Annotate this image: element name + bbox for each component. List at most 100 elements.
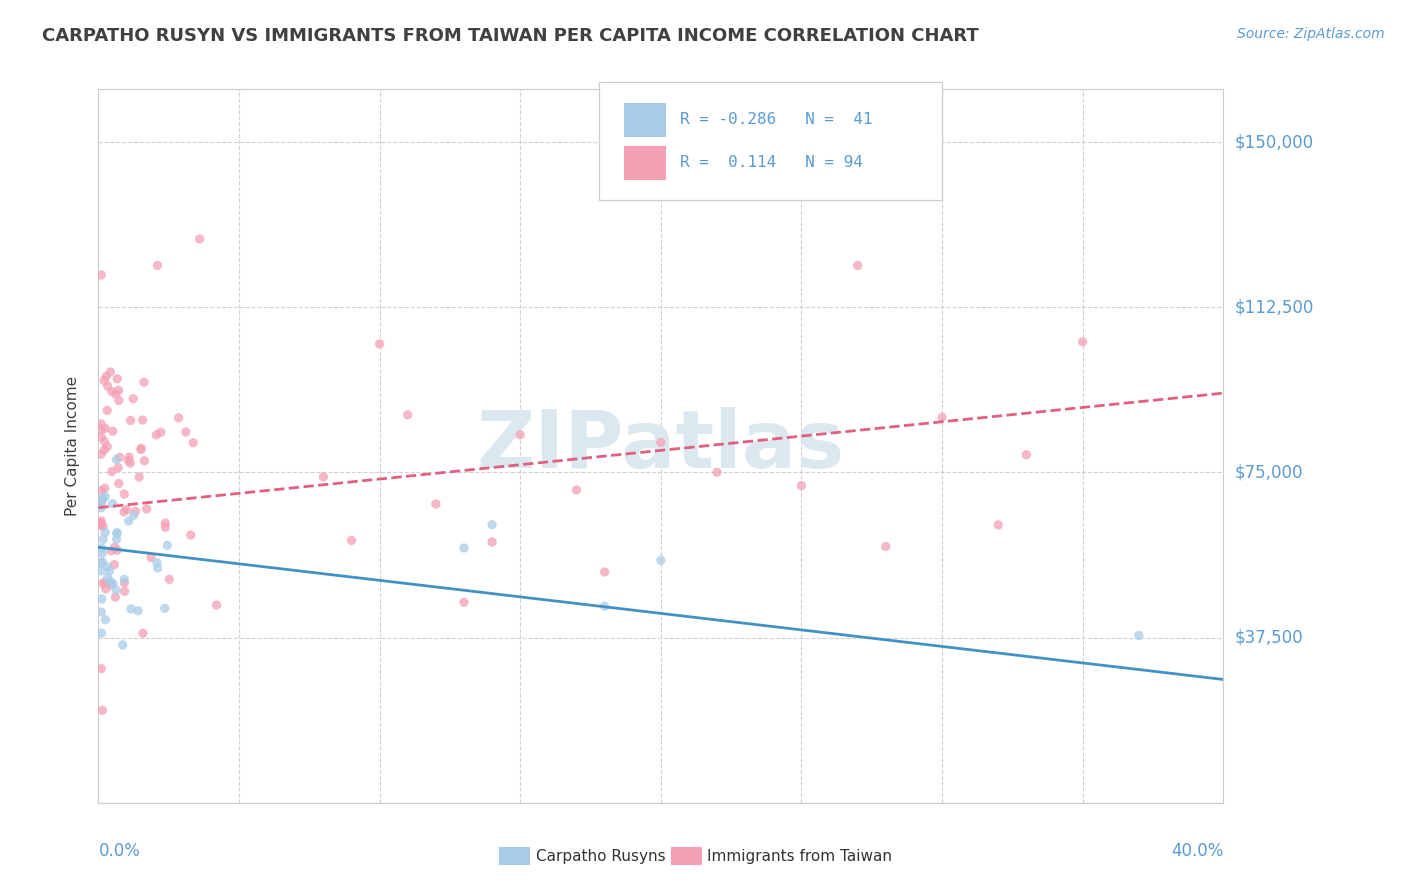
Point xyxy=(93,374,115,388)
Point xyxy=(90,516,112,530)
Point xyxy=(112,572,135,586)
Point xyxy=(100,544,122,558)
Point xyxy=(127,604,149,618)
Point xyxy=(118,514,141,528)
Point xyxy=(593,565,616,579)
Point xyxy=(90,518,112,533)
Point xyxy=(706,465,728,479)
Point xyxy=(112,505,135,519)
Point xyxy=(100,577,122,591)
Point xyxy=(91,519,114,533)
Point xyxy=(931,410,953,425)
Point xyxy=(650,553,672,567)
Point xyxy=(90,493,112,508)
Point xyxy=(312,470,335,484)
Point xyxy=(425,497,447,511)
Text: 0.0%: 0.0% xyxy=(98,842,141,860)
Point xyxy=(105,372,128,386)
Point xyxy=(90,430,112,444)
Point xyxy=(368,337,391,351)
Point xyxy=(146,556,169,570)
Point xyxy=(157,573,180,587)
Point xyxy=(90,564,112,578)
Point xyxy=(1128,628,1150,642)
Text: CARPATHO RUSYN VS IMMIGRANTS FROM TAIWAN PER CAPITA INCOME CORRELATION CHART: CARPATHO RUSYN VS IMMIGRANTS FROM TAIWAN… xyxy=(42,27,979,45)
Text: Carpatho Rusyns: Carpatho Rusyns xyxy=(536,849,665,863)
Point xyxy=(155,520,177,534)
Point xyxy=(91,555,114,569)
Point xyxy=(93,575,115,590)
Point xyxy=(104,387,127,401)
Point xyxy=(987,517,1010,532)
Text: ZIPatlas: ZIPatlas xyxy=(477,407,845,485)
Point xyxy=(453,595,475,609)
Point xyxy=(145,427,167,442)
Point xyxy=(90,605,112,619)
Point xyxy=(153,601,176,615)
Point xyxy=(100,365,122,379)
Point xyxy=(105,526,128,541)
Point xyxy=(565,483,588,497)
Point xyxy=(101,424,124,438)
Point xyxy=(93,434,115,449)
Point xyxy=(90,662,112,676)
Y-axis label: Per Capita Income: Per Capita Income xyxy=(65,376,80,516)
Point xyxy=(181,435,204,450)
Point xyxy=(509,427,531,442)
Point xyxy=(124,504,146,518)
Point xyxy=(104,590,127,604)
Point xyxy=(790,478,813,492)
Text: R =  0.114   N = 94: R = 0.114 N = 94 xyxy=(681,155,863,170)
Point xyxy=(105,543,128,558)
Point xyxy=(107,476,129,491)
Text: 40.0%: 40.0% xyxy=(1171,842,1223,860)
Point xyxy=(91,576,114,591)
Point xyxy=(90,483,112,498)
Point xyxy=(90,514,112,528)
Point xyxy=(139,550,162,565)
Point xyxy=(131,413,153,427)
Point xyxy=(135,502,157,516)
Point xyxy=(91,546,114,560)
Point xyxy=(122,392,145,406)
Point xyxy=(156,538,179,552)
Text: Immigrants from Taiwan: Immigrants from Taiwan xyxy=(707,849,893,863)
Point xyxy=(91,703,114,717)
Text: Source: ZipAtlas.com: Source: ZipAtlas.com xyxy=(1237,27,1385,41)
Point xyxy=(105,452,128,467)
Point xyxy=(114,584,136,599)
Point xyxy=(132,376,155,390)
Point xyxy=(593,599,616,614)
Point xyxy=(101,497,124,511)
Point xyxy=(91,491,114,505)
Point xyxy=(1015,448,1038,462)
Point xyxy=(90,626,112,640)
Point xyxy=(146,259,169,273)
Point xyxy=(180,528,202,542)
Point xyxy=(90,541,112,556)
Point xyxy=(90,556,112,570)
FancyBboxPatch shape xyxy=(624,103,666,137)
Point xyxy=(111,638,134,652)
Point xyxy=(103,558,125,572)
Point xyxy=(120,456,142,470)
Point xyxy=(91,493,114,508)
Point xyxy=(396,408,419,422)
Point xyxy=(94,582,117,596)
Point xyxy=(134,454,156,468)
Point xyxy=(115,502,138,516)
Point xyxy=(90,268,112,282)
Point xyxy=(112,487,135,501)
FancyBboxPatch shape xyxy=(624,145,666,180)
Point xyxy=(90,447,112,461)
Point xyxy=(97,379,120,393)
Point xyxy=(875,540,897,554)
Point xyxy=(94,490,117,504)
Point xyxy=(96,560,118,574)
Point xyxy=(100,574,122,589)
FancyBboxPatch shape xyxy=(599,82,942,200)
Point xyxy=(96,369,118,384)
Point xyxy=(96,440,118,454)
Point xyxy=(94,525,117,540)
Point xyxy=(112,575,135,590)
